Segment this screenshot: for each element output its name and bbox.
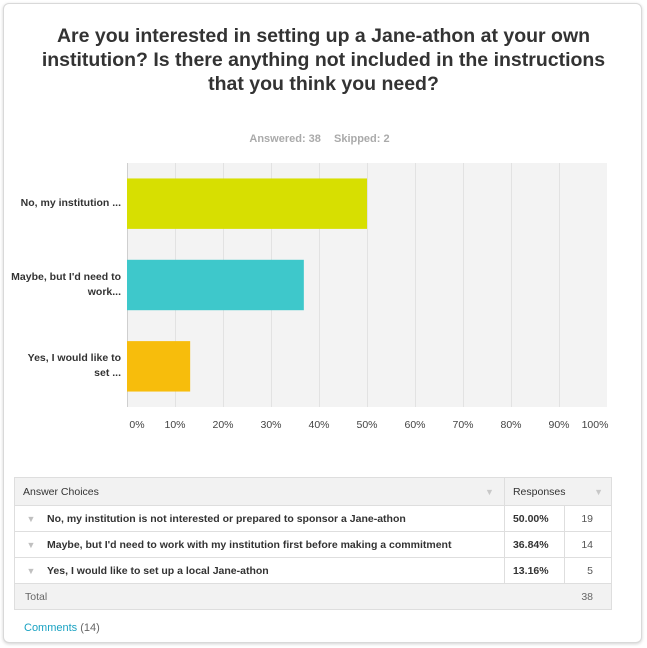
responses-header[interactable]: Responses ▼ (503, 477, 613, 506)
chart-plot-area (127, 163, 607, 407)
comments-label[interactable]: Comments (24, 622, 78, 634)
x-tick-label: 100% (581, 419, 609, 431)
x-tick-label: 0% (129, 419, 145, 431)
response-percent: 50.00% (503, 505, 566, 532)
comments-count: (14) (80, 622, 100, 634)
category-label: No, my institution ... (20, 197, 121, 210)
expand-icon[interactable]: ▼ (26, 565, 36, 576)
x-tick-label: 40% (308, 419, 330, 431)
question-title: Are you interested in setting up a Jane-… (41, 25, 606, 95)
bar[interactable] (127, 341, 191, 392)
total-row: Total 38 (14, 583, 612, 610)
table-row: ▼ No, my institution is not interested or… (14, 505, 612, 532)
total-value: 38 (564, 583, 612, 610)
answer-choice: Maybe, but I'd need to work with my inst… (47, 538, 452, 551)
bar[interactable] (127, 259, 304, 311)
x-tick-label: 90% (548, 419, 570, 431)
sort-down-icon[interactable]: ▼ (485, 487, 494, 497)
answer-choice: No, my institution is not interested or … (47, 512, 406, 525)
x-tick-label: 10% (164, 419, 186, 431)
response-stats: Answered: 38 Skipped: 2 (0, 133, 639, 145)
x-tick-label: 50% (356, 419, 378, 431)
x-tick-label: 60% (404, 419, 426, 431)
x-tick-label: 30% (260, 419, 282, 431)
answer-choice: Yes, I would like to set up a local Jane… (47, 564, 269, 577)
answer-table: Answer Choices ▼ Responses ▼ ▼ No, my ins… (14, 477, 613, 610)
table-row: ▼ Yes, I would like to set up a local Jan… (14, 557, 612, 584)
x-tick-label: 70% (452, 419, 474, 431)
answered-count: Answered: 38 (249, 133, 321, 145)
response-count: 14 (564, 531, 612, 558)
bar[interactable] (127, 178, 367, 229)
skipped-count: Skipped: 2 (333, 133, 390, 145)
bar-chart (127, 163, 560, 407)
table-row: ▼ Maybe, but I'd need to work with my ins… (14, 531, 612, 558)
response-percent: 36.84% (503, 531, 566, 558)
expand-icon[interactable]: ▼ (26, 539, 36, 550)
answer-choices-header[interactable]: Answer Choices ▼ (14, 477, 505, 506)
x-tick-label: 20% (212, 419, 234, 431)
category-label: Yes, I would like to set ... (27, 352, 121, 380)
response-count: 5 (564, 557, 612, 584)
expand-icon[interactable]: ▼ (26, 513, 36, 524)
category-label: Maybe, but I'd need to work... (11, 271, 121, 298)
x-tick-label: 80% (500, 419, 522, 431)
response-count: 19 (564, 505, 612, 532)
total-label: Total (14, 583, 505, 610)
comments-link[interactable]: Comments (14) (24, 622, 100, 634)
response-percent: 13.16% (503, 557, 566, 584)
sort-down-icon[interactable]: ▼ (594, 487, 603, 497)
